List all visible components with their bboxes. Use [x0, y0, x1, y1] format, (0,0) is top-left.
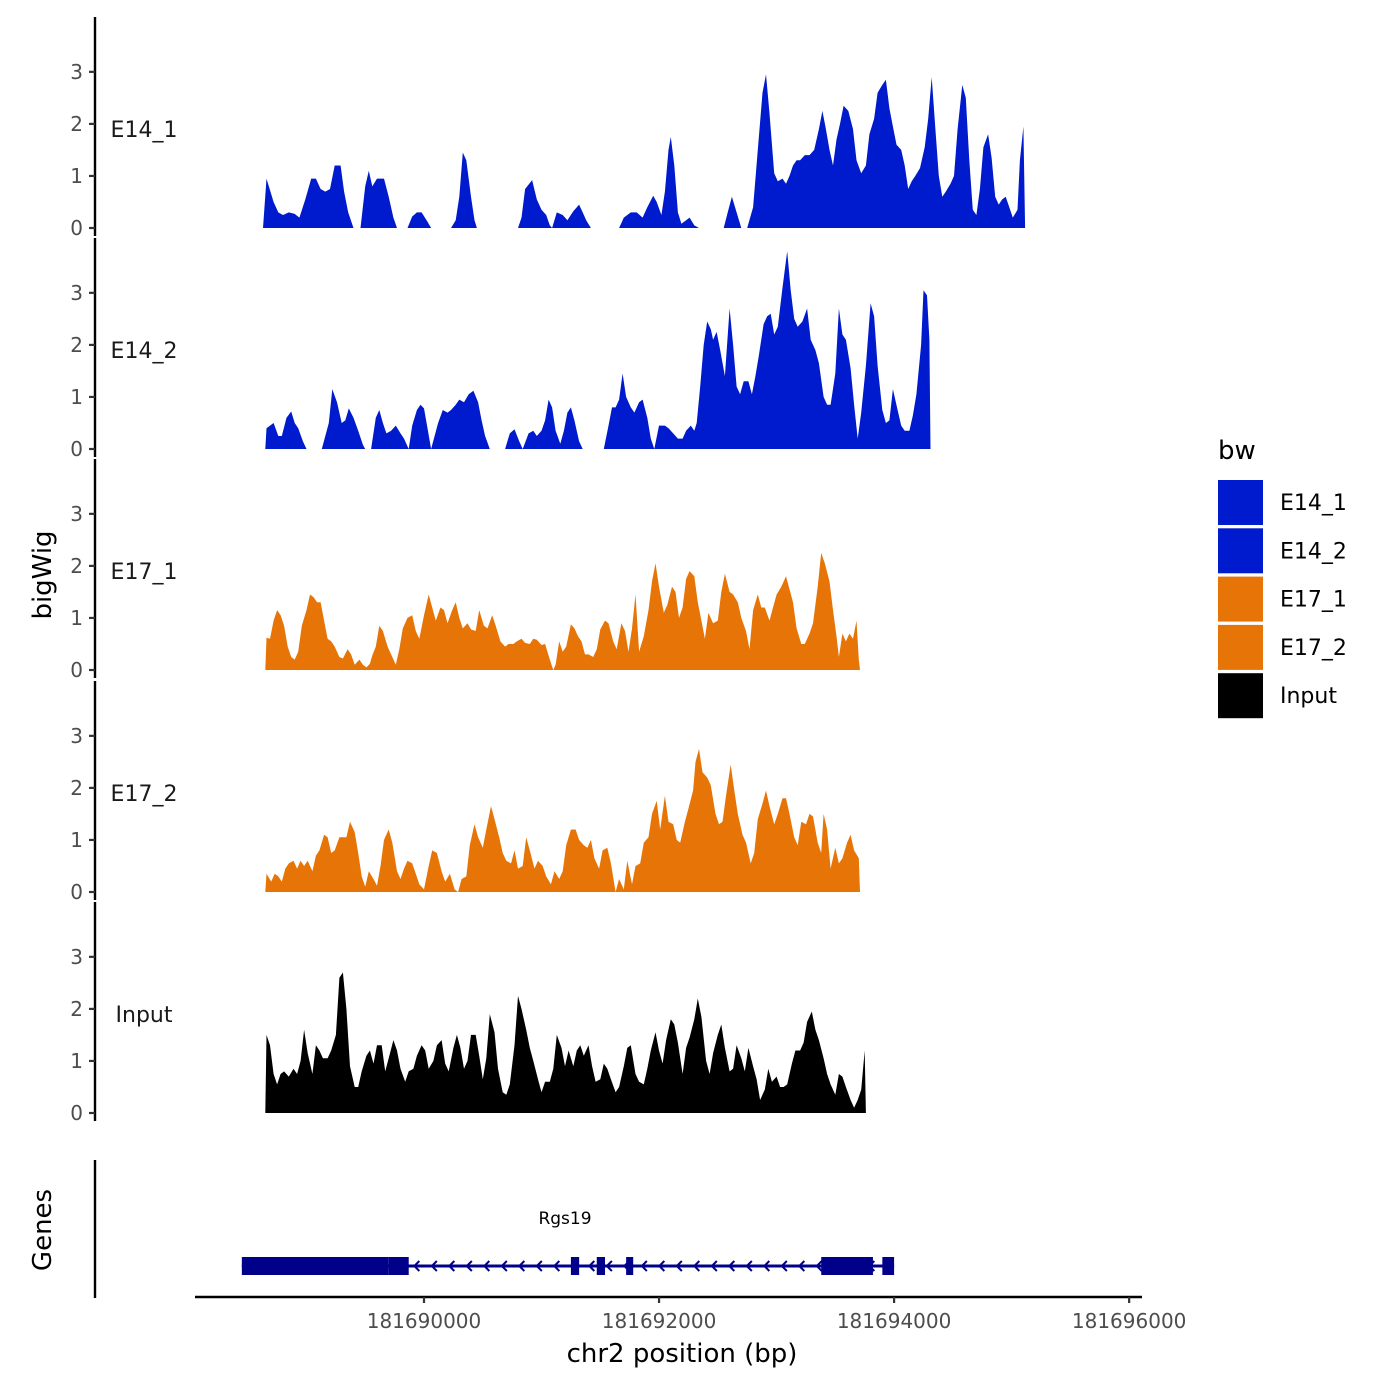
gene-track-panel: Rgs19: [93, 1160, 895, 1298]
track-e14-2: 0 1 2 3 E14_2: [70, 238, 931, 461]
x-axis-title: chr2 position (bp): [567, 1339, 798, 1369]
strand-arrow: [692, 1260, 701, 1272]
signal-area-input: [265, 972, 866, 1113]
y-tick-label: 3: [70, 724, 83, 748]
track-label: E14_2: [111, 339, 178, 364]
legend-label: E14_2: [1280, 539, 1347, 564]
strand-arrow: [797, 1260, 806, 1272]
gene-exon-block: [596, 1257, 605, 1275]
gene-exon-block: [821, 1257, 873, 1275]
y-tick-label: 0: [70, 1101, 83, 1125]
legend-key-e17-2: [1218, 624, 1263, 670]
strand-arrow: [780, 1260, 788, 1272]
signal-tracks: 0 1 2 3 E14_1 0 1 2 3 E14_2 0 1 2 3 E17_1 0 1 2 3 E17_2 0 1 2 3…: [70, 17, 1026, 1125]
gene-exon-block: [570, 1257, 580, 1275]
y-tick-label: 0: [70, 437, 83, 461]
y-axis-title: bigWig: [28, 530, 58, 619]
y-tick-label: 2: [70, 554, 83, 578]
strand-arrow: [745, 1260, 753, 1272]
signal-area-e17-2: [265, 748, 860, 892]
gene-rgs19: Rgs19: [241, 1209, 895, 1275]
legend-key-e14-2: [1218, 528, 1263, 574]
gene-exon-block: [626, 1257, 634, 1275]
y-tick-label: 2: [70, 997, 83, 1021]
legend-key-e14-1: [1218, 480, 1263, 525]
y-tick-label: 3: [70, 281, 83, 305]
strand-arrow: [552, 1260, 561, 1272]
strand-arrow: [535, 1260, 543, 1272]
y-tick-label: 1: [70, 385, 83, 409]
y-tick-label: 3: [70, 945, 83, 969]
strand-arrow: [710, 1260, 718, 1272]
strand-arrow: [430, 1260, 438, 1272]
strand-arrow: [640, 1260, 648, 1272]
track-label: E17_2: [111, 782, 178, 807]
strand-arrow: [482, 1260, 491, 1272]
strand-arrow: [675, 1260, 683, 1272]
x-tick-label: 181692000: [602, 1309, 717, 1333]
y-tick-label: 3: [70, 502, 83, 526]
legend: bw E14_1 E14_2 E17_1 E17_2 Input: [1218, 436, 1347, 719]
track-input: 0 1 2 3 Input: [70, 902, 866, 1125]
legend-key-input: [1218, 673, 1263, 719]
x-axis: 181690000 181692000 181694000 181696000: [195, 1295, 1187, 1333]
legend-key-e17-1: [1218, 576, 1263, 622]
gene-utr-block: [882, 1257, 895, 1275]
y-tick-label: 1: [70, 1049, 83, 1073]
gene-exon-block: [388, 1257, 409, 1275]
x-tick-label: 181696000: [1072, 1309, 1187, 1333]
x-tick-label: 181690000: [367, 1309, 482, 1333]
y-tick-label: 1: [70, 828, 83, 852]
y-tick-label: 3: [70, 60, 83, 84]
strand-arrow: [762, 1260, 771, 1272]
strand-arrow: [657, 1260, 666, 1272]
strand-arrow: [465, 1260, 473, 1272]
strand-arrow: [447, 1260, 456, 1272]
gene-name-label: Rgs19: [538, 1209, 591, 1229]
y-tick-label: 0: [70, 216, 83, 240]
strand-arrow: [500, 1260, 508, 1272]
x-tick-label: 181694000: [837, 1309, 952, 1333]
y-tick-label: 1: [70, 606, 83, 630]
track-label: E14_1: [111, 118, 178, 143]
strand-arrow: [727, 1260, 736, 1272]
strand-arrow: [517, 1260, 526, 1272]
y-tick-label: 1: [70, 164, 83, 188]
strand-arrow: [605, 1260, 613, 1272]
strand-arrow: [815, 1260, 823, 1272]
strand-arrow: [587, 1260, 596, 1272]
signal-area-e14-2: [265, 251, 931, 449]
y-tick-label: 2: [70, 776, 83, 800]
strand-arrow: [412, 1260, 421, 1272]
legend-label: E17_2: [1280, 636, 1347, 661]
y-tick-label: 0: [70, 658, 83, 682]
genes-axis-title: Genes: [28, 1189, 58, 1271]
signal-area-e17-1: [265, 552, 860, 670]
gene-utr-block: [241, 1257, 389, 1275]
track-e14-1: 0 1 2 3 E14_1: [70, 17, 1026, 240]
signal-area-e14-1: [263, 74, 1026, 229]
y-tick-label: 2: [70, 333, 83, 357]
track-label: E17_1: [111, 560, 178, 585]
track-e17-2: 0 1 2 3 E17_2: [70, 681, 860, 904]
legend-label: E14_1: [1280, 491, 1347, 516]
legend-title: bw: [1218, 436, 1256, 466]
y-tick-label: 2: [70, 112, 83, 136]
legend-label: Input: [1280, 684, 1337, 709]
track-e17-1: 0 1 2 3 E17_1: [70, 459, 860, 682]
legend-label: E17_1: [1280, 588, 1347, 613]
track-label: Input: [116, 1003, 173, 1028]
y-tick-label: 0: [70, 880, 83, 904]
